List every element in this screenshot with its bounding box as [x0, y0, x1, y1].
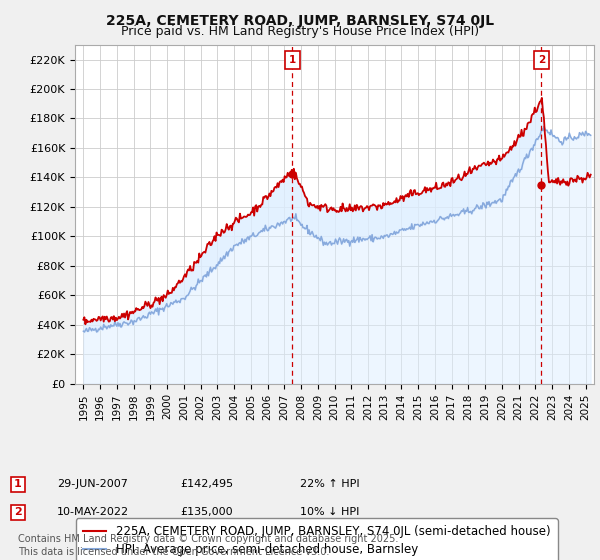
- Text: 29-JUN-2007: 29-JUN-2007: [57, 479, 128, 489]
- Legend: 225A, CEMETERY ROAD, JUMP, BARNSLEY, S74 0JL (semi-detached house), HPI: Average: 225A, CEMETERY ROAD, JUMP, BARNSLEY, S74…: [76, 518, 557, 560]
- Text: Contains HM Land Registry data © Crown copyright and database right 2025.
This d: Contains HM Land Registry data © Crown c…: [18, 534, 398, 557]
- Text: 1: 1: [14, 479, 22, 489]
- Text: 2: 2: [538, 55, 545, 65]
- Text: £135,000: £135,000: [180, 507, 233, 517]
- Text: 2: 2: [14, 507, 22, 517]
- Text: 225A, CEMETERY ROAD, JUMP, BARNSLEY, S74 0JL: 225A, CEMETERY ROAD, JUMP, BARNSLEY, S74…: [106, 14, 494, 28]
- Text: £142,495: £142,495: [180, 479, 233, 489]
- Text: 1: 1: [289, 55, 296, 65]
- Text: Price paid vs. HM Land Registry's House Price Index (HPI): Price paid vs. HM Land Registry's House …: [121, 25, 479, 38]
- Text: 22% ↑ HPI: 22% ↑ HPI: [300, 479, 359, 489]
- Text: 10% ↓ HPI: 10% ↓ HPI: [300, 507, 359, 517]
- Text: 10-MAY-2022: 10-MAY-2022: [57, 507, 129, 517]
